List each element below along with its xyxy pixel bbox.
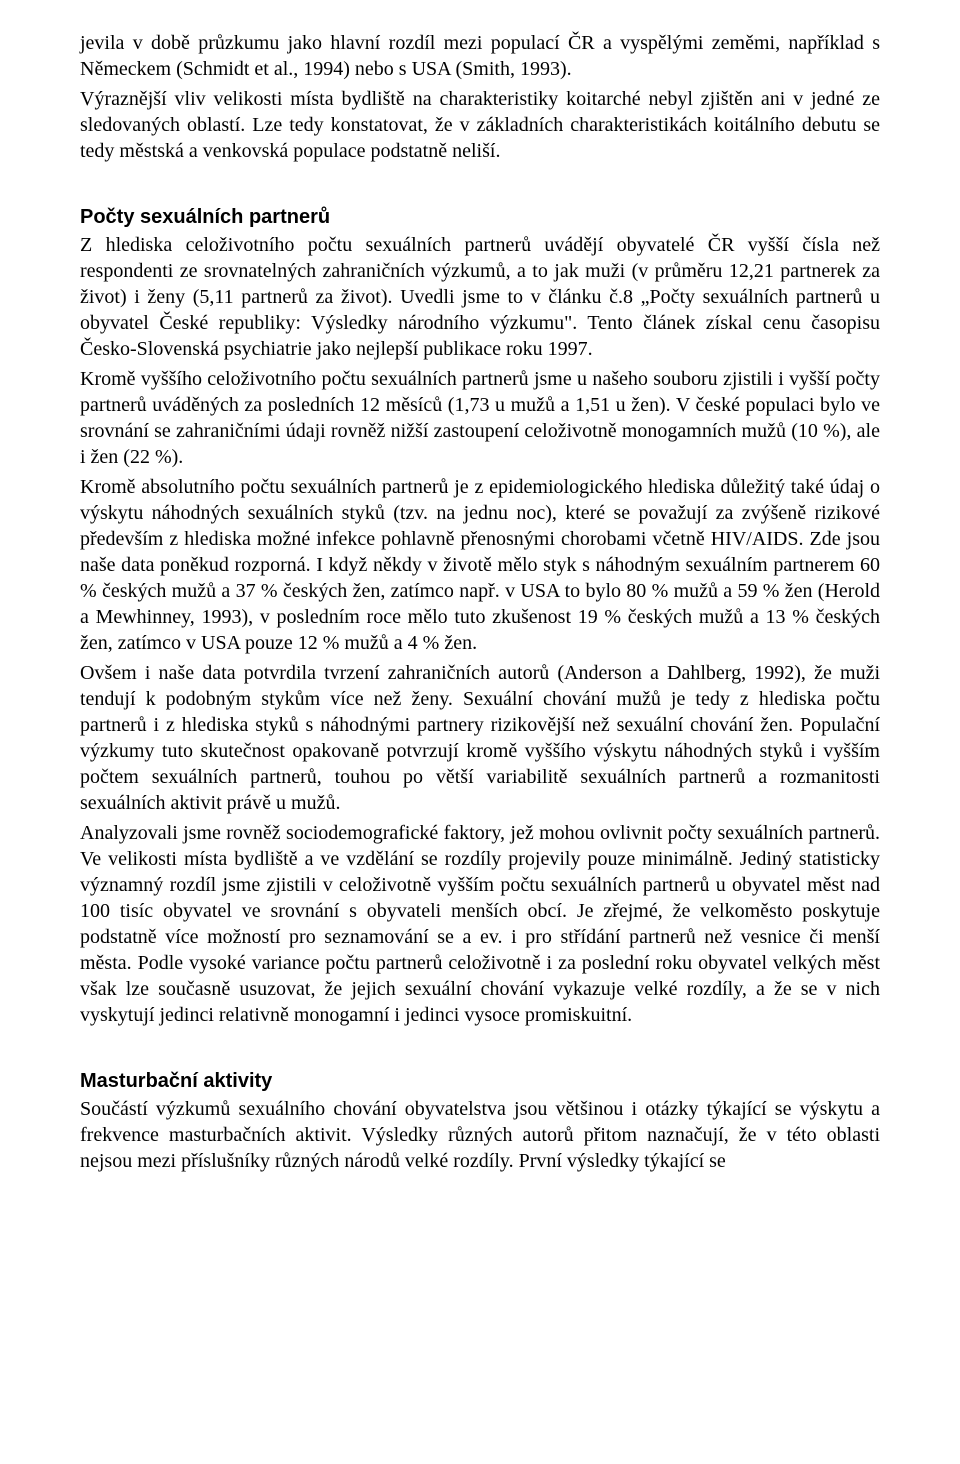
document-page: jevila v době průzkumu jako hlavní rozdí… — [0, 0, 960, 1218]
paragraph-partners-4: Ovšem i naše data potvrdila tvrzení zahr… — [80, 660, 880, 816]
paragraph-partners-1: Z hlediska celoživotního počtu sexuálníc… — [80, 232, 880, 362]
heading-partners: Počty sexuálních partnerů — [80, 204, 880, 230]
spacer — [80, 1032, 880, 1044]
heading-masturbation: Masturbační aktivity — [80, 1068, 880, 1094]
paragraph-masturbation-1: Součástí výzkumů sexuálního chování obyv… — [80, 1096, 880, 1174]
paragraph-partners-2: Kromě vyššího celoživotního počtu sexuál… — [80, 366, 880, 470]
paragraph-intro-1: jevila v době průzkumu jako hlavní rozdí… — [80, 30, 880, 82]
paragraph-partners-5: Analyzovali jsme rovněž sociodemografick… — [80, 820, 880, 1028]
paragraph-partners-3: Kromě absolutního počtu sexuálních partn… — [80, 474, 880, 656]
paragraph-intro-2: Výraznější vliv velikosti místa bydliště… — [80, 86, 880, 164]
spacer — [80, 168, 880, 180]
